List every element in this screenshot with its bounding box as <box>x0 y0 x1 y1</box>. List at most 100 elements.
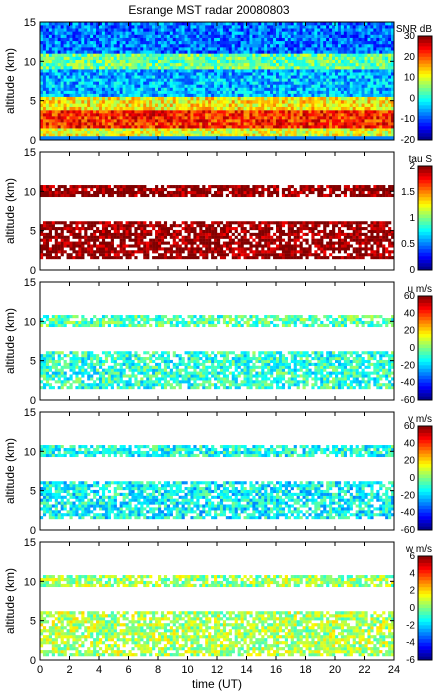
data-cell <box>252 100 256 104</box>
data-cell <box>146 40 150 45</box>
data-cell <box>51 221 55 225</box>
data-cell <box>311 119 315 123</box>
data-cell <box>72 87 76 91</box>
data-cell <box>293 56 297 60</box>
data-cell <box>382 78 386 82</box>
data-cell <box>211 110 215 114</box>
data-cell <box>335 93 339 97</box>
data-cell <box>90 100 94 104</box>
data-cell <box>281 44 286 48</box>
data-cell <box>54 25 58 29</box>
data-cell <box>231 37 235 42</box>
data-cell <box>278 40 283 45</box>
data-cell <box>302 66 306 70</box>
data-cell <box>243 72 247 76</box>
data-cell <box>267 22 271 26</box>
data-cell <box>169 53 173 57</box>
data-cell <box>101 232 106 236</box>
data-cell <box>225 87 229 91</box>
data-cell <box>258 133 262 137</box>
data-cell <box>51 133 55 137</box>
data-cell <box>311 87 315 91</box>
data-cell <box>214 53 218 57</box>
data-cell <box>122 100 126 104</box>
data-cell <box>281 25 286 29</box>
data-cell <box>358 34 362 38</box>
data-cell <box>60 241 64 245</box>
data-cell <box>90 44 94 48</box>
data-cell <box>305 119 309 123</box>
data-cell <box>169 69 173 73</box>
data-cell <box>166 66 170 70</box>
data-cell <box>166 84 170 88</box>
data-cell <box>90 227 94 231</box>
data-cell <box>166 113 170 117</box>
data-cell <box>54 56 58 60</box>
data-cell <box>243 50 247 54</box>
data-cell <box>296 90 300 94</box>
data-cell <box>172 87 176 91</box>
data-cell <box>281 106 286 111</box>
data-cell <box>72 75 76 79</box>
data-cell <box>391 90 395 94</box>
data-cell <box>278 113 283 117</box>
data-cell <box>87 238 91 242</box>
data-cell <box>184 81 188 85</box>
data-cell <box>237 110 241 114</box>
data-cell <box>51 87 55 91</box>
data-cell <box>178 28 182 32</box>
data-cell <box>172 62 176 67</box>
data-cell <box>140 128 144 132</box>
data-cell <box>278 37 283 42</box>
data-cell <box>51 34 55 38</box>
data-cell <box>90 78 94 82</box>
data-cell <box>107 133 111 137</box>
data-cell <box>231 87 235 91</box>
data-cell <box>143 256 147 260</box>
data-cell <box>276 44 280 48</box>
data-cell <box>113 28 117 32</box>
data-cell <box>287 40 291 45</box>
data-cell <box>54 119 58 123</box>
data-cell <box>175 22 179 26</box>
data-cell <box>104 256 109 260</box>
data-cell <box>293 25 297 29</box>
data-cell <box>329 122 333 126</box>
data-cell <box>190 113 194 117</box>
data-cell <box>361 87 365 91</box>
data-cell <box>149 37 153 42</box>
data-cell <box>178 66 182 70</box>
data-cell <box>63 84 67 88</box>
data-cell <box>134 84 138 88</box>
data-cell <box>75 116 79 120</box>
data-cell <box>373 28 377 32</box>
data-cell <box>349 62 353 67</box>
data-cell <box>122 90 126 94</box>
data-cell <box>119 113 123 117</box>
data-cell <box>264 90 268 94</box>
data-cell <box>110 81 114 85</box>
data-cell <box>240 106 244 111</box>
data-cell <box>305 34 309 38</box>
data-cell <box>45 244 50 248</box>
data-cell <box>332 34 336 38</box>
data-cell <box>208 25 212 29</box>
data-cell <box>181 116 185 120</box>
data-cell <box>181 100 185 104</box>
data-cell <box>364 113 368 117</box>
data-cell <box>314 119 318 123</box>
data-cell <box>276 116 280 120</box>
data-cell <box>255 50 259 54</box>
data-cell <box>225 122 229 126</box>
data-cell <box>278 87 283 91</box>
data-cell <box>116 78 120 82</box>
data-cell <box>249 44 253 48</box>
data-cell <box>252 44 256 48</box>
data-cell <box>72 96 76 101</box>
data-cell <box>273 50 277 54</box>
data-cell <box>205 34 209 38</box>
data-cell <box>101 113 106 117</box>
data-cell <box>90 69 94 73</box>
data-cell <box>234 62 238 67</box>
data-cell <box>160 53 165 57</box>
